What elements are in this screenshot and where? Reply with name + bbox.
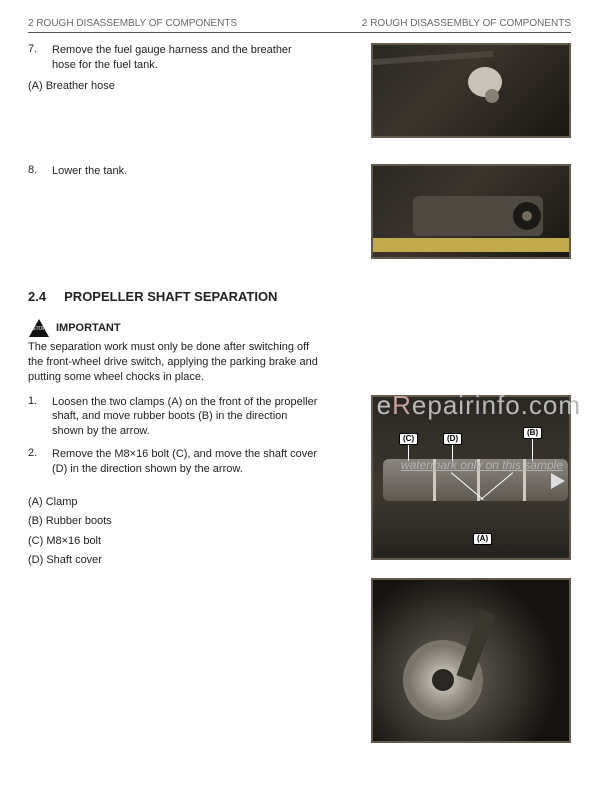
section-num: 2.4 — [28, 289, 46, 304]
step7-label-a: (A) Breather hose — [28, 79, 318, 94]
section-name: PROPELLER SHAFT SEPARATION — [64, 289, 277, 304]
important-label: IMPORTANT — [56, 322, 121, 334]
svg-text:STOP: STOP — [32, 326, 46, 332]
step8-text: Lower the tank. — [52, 164, 318, 179]
photo-lower-tank — [371, 164, 571, 259]
callout-d: (D) — [443, 433, 462, 445]
label-c: (C) M8×16 bolt — [28, 534, 318, 549]
header-rule — [28, 32, 571, 33]
callout-a: (A) — [473, 533, 492, 545]
step7-text: Remove the fuel gauge harness and the br… — [52, 43, 318, 73]
callout-c: (C) — [399, 433, 418, 445]
label-a: (A) Clamp — [28, 495, 318, 510]
step1-text: Loosen the two clamps (A) on the front o… — [52, 395, 318, 440]
photo-propeller-shaft: (C) (D) (B) (A) — [371, 395, 571, 560]
step8-num: 8. — [28, 164, 52, 179]
step7-num: 7. — [28, 43, 52, 73]
label-b: (B) Rubber boots — [28, 514, 318, 529]
label-d: (D) Shaft cover — [28, 553, 318, 568]
photo-breather-hose — [371, 43, 571, 138]
step2-num: 2. — [28, 447, 52, 477]
header-left: 2 ROUGH DISASSEMBLY OF COMPONENTS — [28, 18, 237, 29]
callout-b: (B) — [523, 427, 542, 439]
important-text: The separation work must only be done af… — [28, 340, 318, 385]
section-2-4-title: 2.4 PROPELLER SHAFT SEPARATION — [28, 289, 571, 304]
photo-shaft-underside — [371, 578, 571, 743]
header-right: 2 ROUGH DISASSEMBLY OF COMPONENTS — [362, 18, 571, 29]
step1-num: 1. — [28, 395, 52, 440]
stop-icon: STOP — [28, 318, 50, 338]
step2-text: Remove the M8×16 bolt (C), and move the … — [52, 447, 318, 477]
